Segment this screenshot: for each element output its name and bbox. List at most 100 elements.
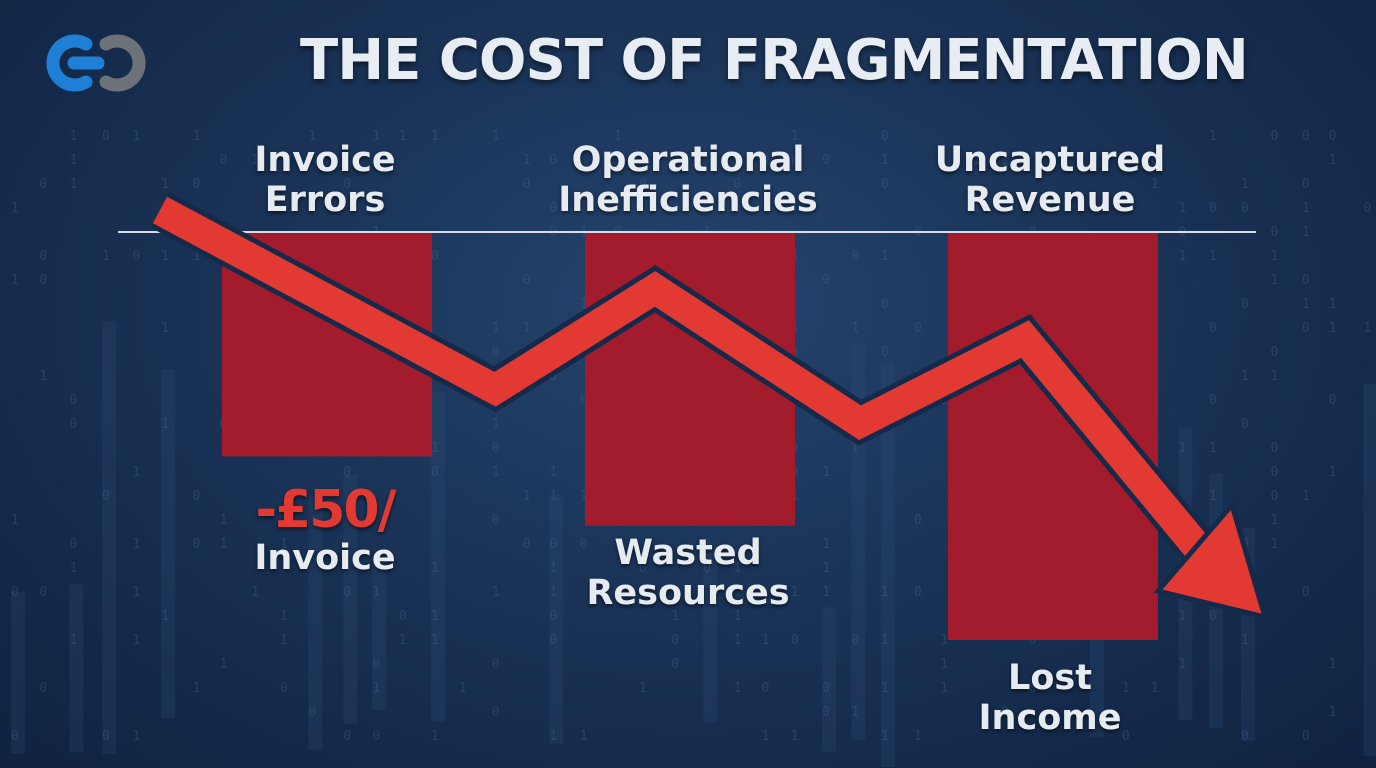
background-digit: 0 [343, 177, 351, 192]
background-digit: 1 [791, 729, 799, 744]
background-digit: 0 [1270, 465, 1278, 480]
background-digit: 1 [132, 465, 140, 480]
background-digit: 1 [431, 729, 439, 744]
background-digit: 1 [220, 513, 228, 528]
background-digit: 0 [822, 273, 830, 288]
background-digit: 0 [1122, 729, 1130, 744]
background-digit: 0 [308, 705, 316, 720]
background-digit: 0 [69, 537, 77, 552]
background-digit: 0 [549, 609, 557, 624]
background-digit: 0 [431, 465, 439, 480]
background-digit: 1 [1302, 297, 1310, 312]
background-digit: 1 [733, 561, 741, 576]
background-digit: 0 [1329, 393, 1337, 408]
background-digit: 0 [851, 633, 859, 648]
background-digit: 1 [161, 321, 169, 336]
background-digit: 0 [881, 297, 889, 312]
background-digit: 1 [881, 681, 889, 696]
background-digit: 1 [492, 585, 500, 600]
background-digit: 0 [914, 321, 922, 336]
background-digit: 0 [703, 201, 711, 216]
background-digit: 1 [492, 321, 500, 336]
background-digit: 1 [1209, 129, 1217, 144]
background-digit: 1 [881, 633, 889, 648]
background-digit: 1 [523, 153, 531, 168]
background-digit: 0 [523, 177, 531, 192]
background-digit: 1 [1178, 657, 1186, 672]
background-digit: 1 [973, 153, 981, 168]
background-digit: 0 [431, 249, 439, 264]
background-digit: 1 [251, 153, 259, 168]
background-digit: 0 [39, 273, 47, 288]
background-digit: 1 [1329, 321, 1337, 336]
background-digit: 1 [940, 633, 948, 648]
background-digit: 0 [822, 681, 830, 696]
background-digit: 1 [881, 585, 889, 600]
category-label-line: Inefficiencies [558, 180, 818, 220]
background-digit: 1 [549, 561, 557, 576]
background-digit: 1 [102, 249, 110, 264]
background-digit: 1 [1001, 153, 1009, 168]
cost-value-label: -£50/ [255, 480, 396, 540]
background-digit: 0 [761, 681, 769, 696]
background-digit: 1 [192, 249, 200, 264]
bar-annotation-line: Wasted [614, 533, 762, 573]
bar-annotation-line: Lost [1008, 658, 1092, 698]
background-digit: 0 [822, 153, 830, 168]
background-digit: 1 [523, 321, 531, 336]
background-digit: 1 [851, 441, 859, 456]
background-digit: 0 [881, 177, 889, 192]
background-digit: 0 [1270, 129, 1278, 144]
category-label-line: Revenue [964, 180, 1136, 220]
background-digit: 0 [881, 129, 889, 144]
background-digit: 1 [791, 129, 799, 144]
background-digit: 1 [1241, 177, 1249, 192]
background-digit: 1 [822, 561, 830, 576]
background-digit: 0 [192, 177, 200, 192]
background-column [1363, 384, 1376, 757]
background-digit: 0 [69, 417, 77, 432]
background-digit: 1 [549, 465, 557, 480]
background-digit: 0 [102, 489, 110, 504]
background-digit: 0 [102, 129, 110, 144]
background-digit: 1 [733, 633, 741, 648]
background-digit: 1 [1270, 273, 1278, 288]
background-digit: 0 [733, 177, 741, 192]
background-digit: 1 [1329, 297, 1337, 312]
background-digit: 0 [1090, 153, 1098, 168]
background-digit: 1 [733, 681, 741, 696]
background-digit: 0 [791, 153, 799, 168]
background-digit: 1 [492, 465, 500, 480]
background-digit: 0 [1302, 585, 1310, 600]
background-digit: 1 [1302, 201, 1310, 216]
background-digit: 0 [1302, 129, 1310, 144]
background-digit: 1 [1178, 609, 1186, 624]
background-digit: 1 [1151, 177, 1159, 192]
background-column [703, 552, 718, 723]
background-digit: 1 [11, 201, 19, 216]
background-digit: 1 [580, 297, 588, 312]
background-column [822, 607, 837, 752]
background-digit: 0 [703, 561, 711, 576]
background-digit: 1 [1270, 369, 1278, 384]
background-digit: 1 [132, 129, 140, 144]
background-digit: 0 [881, 345, 889, 360]
category-label-1: Invoice Errors [175, 140, 475, 220]
bar-annotation-line: Invoice [254, 538, 396, 578]
background-digit: 0 [580, 537, 588, 552]
background-digit: 1 [161, 417, 169, 432]
background-digit: 1 [161, 249, 169, 264]
background-digit: 0 [220, 153, 228, 168]
background-digit: 1 [69, 153, 77, 168]
background-digit: 0 [492, 513, 500, 528]
background-digit: 0 [791, 633, 799, 648]
background-digit: 1 [761, 633, 769, 648]
background-digit: 0 [822, 705, 830, 720]
background-digit: 1 [851, 321, 859, 336]
background-digit: 1 [822, 537, 830, 552]
background-digit: 1 [639, 681, 647, 696]
background-column [308, 496, 323, 751]
bar-annotation-1: -£50/ Invoice [175, 482, 475, 578]
background-digit: 0 [1302, 273, 1310, 288]
